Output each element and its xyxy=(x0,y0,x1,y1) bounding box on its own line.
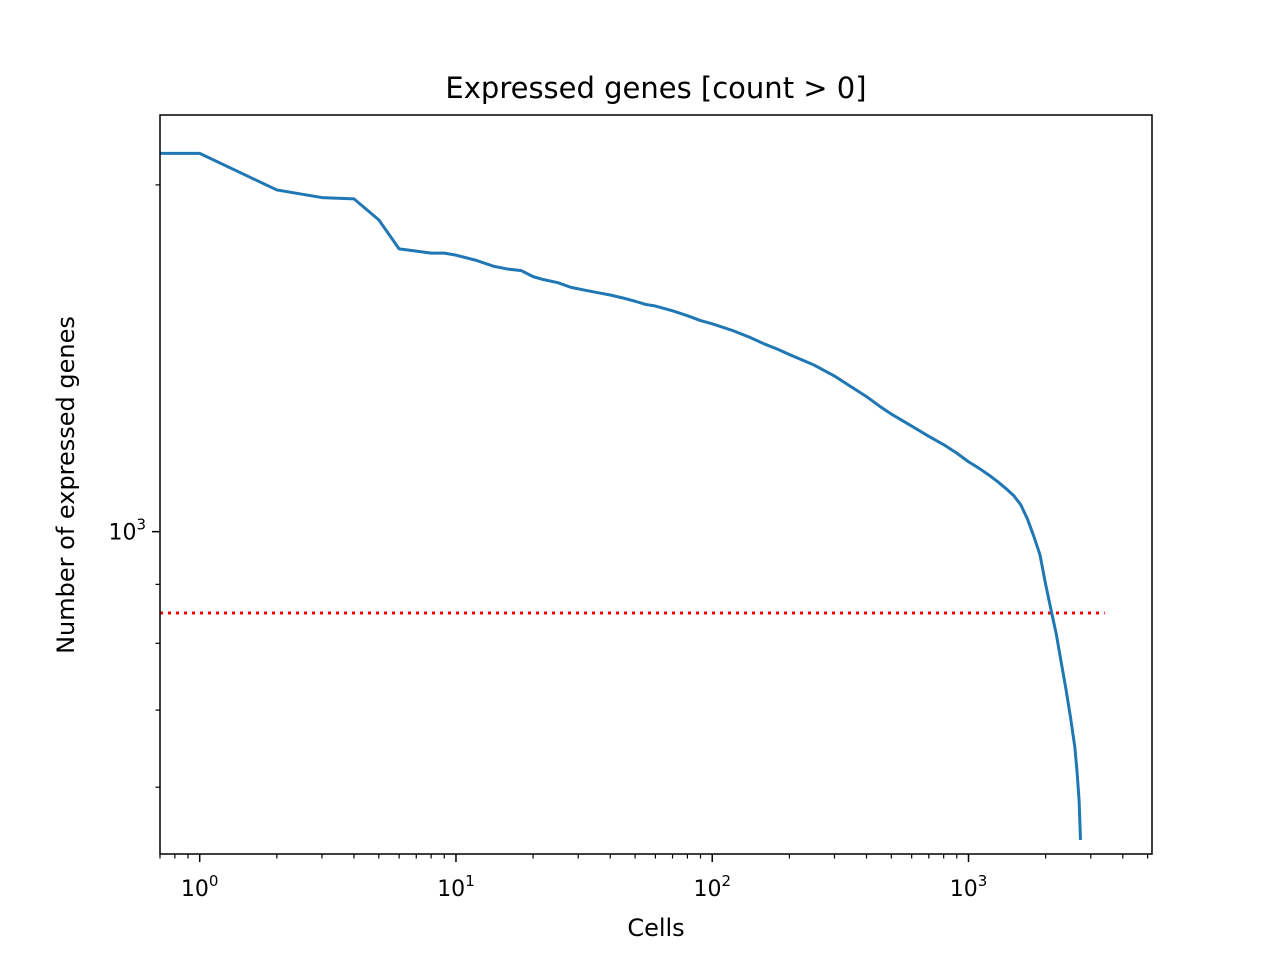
y-tick-label-0: 103 xyxy=(108,516,146,546)
plot-marks xyxy=(160,151,1105,840)
y-axis: 103 xyxy=(108,184,160,788)
plot-background xyxy=(160,115,1152,854)
x-tick-label-1: 101 xyxy=(437,872,475,902)
plot-frame xyxy=(159,114,1153,855)
x-tick-label-2: 102 xyxy=(693,872,731,902)
chart-title: Expressed genes [count > 0] xyxy=(445,71,866,105)
x-tick-label-3: 103 xyxy=(950,872,988,902)
x-axis: 100 101 102 103 xyxy=(159,854,1149,902)
y-axis-label: Number of expressed genes xyxy=(52,316,80,654)
series-line-0 xyxy=(160,151,1082,840)
x-axis-label: Cells xyxy=(627,914,684,942)
x-tick-label-0: 100 xyxy=(181,872,219,902)
